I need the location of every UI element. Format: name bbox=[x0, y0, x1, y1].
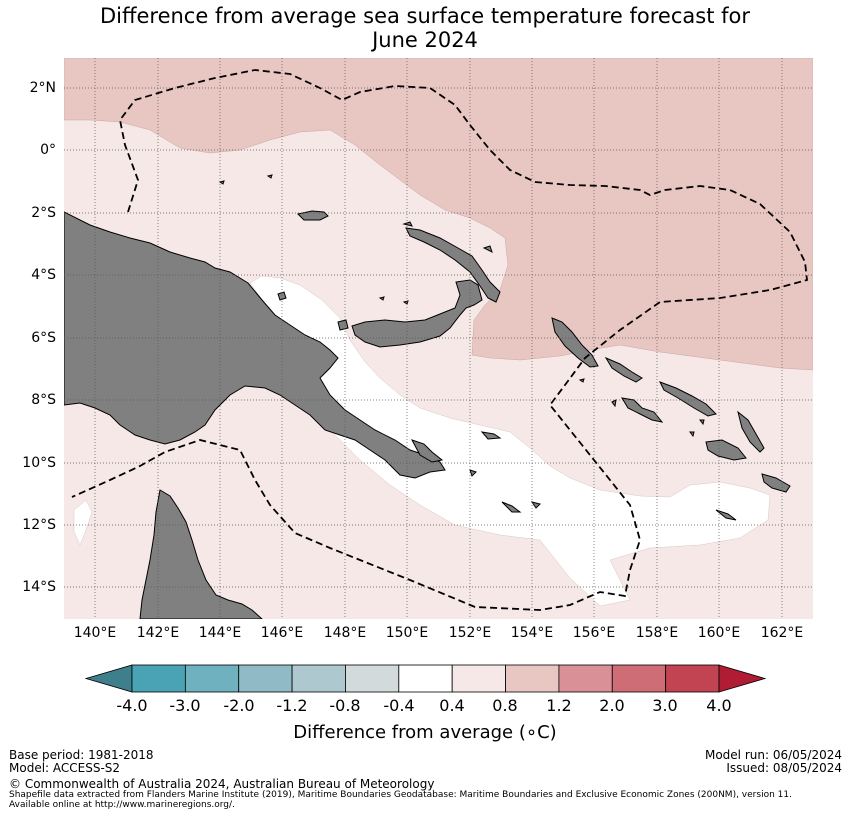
lon-label-162e: 162°E bbox=[760, 625, 804, 641]
cb-tick-5: -0.4 bbox=[383, 696, 415, 715]
cb-tick-6: 0.4 bbox=[439, 696, 465, 715]
lat-label-12s: 12°S bbox=[22, 517, 56, 533]
makira-land bbox=[761, 473, 791, 493]
lon-label-148e: 148°E bbox=[323, 625, 367, 641]
lon-label-140e: 140°E bbox=[73, 625, 117, 641]
lat-label-14s: 14°S bbox=[22, 579, 56, 595]
anomaly-patch-neutral bbox=[73, 499, 93, 546]
cb-tick-11: 4.0 bbox=[706, 696, 732, 715]
lon-label-158e: 158°E bbox=[635, 625, 679, 641]
colorbar-label: Difference from average (∘C) bbox=[293, 722, 557, 743]
cape-york-land bbox=[139, 489, 263, 619]
lat-label-8s: 8°S bbox=[31, 392, 56, 408]
model-text: Model: ACCESS-S2 bbox=[9, 761, 121, 775]
lon-label-160e: 160°E bbox=[697, 625, 741, 641]
cb-tick-7: 0.8 bbox=[492, 696, 518, 715]
title-line-1: Difference from average sea surface temp… bbox=[100, 4, 750, 28]
new-georgia-land bbox=[621, 397, 664, 423]
base-period-text: Base period: 1981-2018 bbox=[9, 748, 154, 762]
lat-label-6s: 6°S bbox=[31, 330, 56, 346]
rennell-land bbox=[715, 509, 737, 521]
small-islets-land bbox=[218, 174, 705, 438]
lat-label-2n: 2°N bbox=[29, 80, 56, 96]
lon-label-150e: 150°E bbox=[385, 625, 429, 641]
cb-tick-10: 3.0 bbox=[652, 696, 678, 715]
malaita-land bbox=[737, 410, 765, 453]
graticule bbox=[64, 58, 813, 619]
anomaly-region-neutral bbox=[249, 275, 771, 607]
santa-isabel-land bbox=[658, 381, 717, 417]
lat-label-10s: 10°S bbox=[22, 455, 56, 471]
eez-boundary bbox=[71, 69, 808, 611]
source-text-1: Shapefile data extracted from Flanders M… bbox=[9, 790, 792, 800]
anomaly-region-0.8-1.2 bbox=[64, 58, 813, 371]
dentrecasteaux-land bbox=[410, 439, 444, 463]
manus-island-land bbox=[296, 210, 329, 221]
cb-tick-1: -3.0 bbox=[169, 696, 201, 715]
cb-tick-8: 1.2 bbox=[546, 696, 572, 715]
model-run-text: Model run: 06/05/2024 bbox=[704, 748, 842, 762]
new-ireland-land bbox=[405, 227, 501, 303]
lon-label-144e: 144°E bbox=[198, 625, 242, 641]
lon-label-142e: 142°E bbox=[136, 625, 180, 641]
issued-text: Issued: 08/05/2024 bbox=[726, 761, 842, 775]
cb-tick-3: -1.2 bbox=[276, 696, 308, 715]
title-line-2: June 2024 bbox=[372, 28, 478, 52]
cb-tick-2: -2.0 bbox=[223, 696, 255, 715]
copyright-text: © Commonwealth of Australia 2024, Austra… bbox=[9, 777, 435, 791]
lon-label-152e: 152°E bbox=[448, 625, 492, 641]
cb-tick-9: 2.0 bbox=[599, 696, 625, 715]
new-guinea-land bbox=[64, 211, 446, 479]
lon-label-154e: 154°E bbox=[510, 625, 554, 641]
cb-tick-0: -4.0 bbox=[116, 696, 148, 715]
lat-label-2s: 2°S bbox=[31, 205, 56, 221]
new-britain-land bbox=[351, 279, 483, 348]
source-text-2: Available online at http://www.marinereg… bbox=[9, 800, 235, 810]
bougainville-land bbox=[551, 317, 599, 368]
cb-tick-4: -0.8 bbox=[329, 696, 361, 715]
guadalcanal-land bbox=[705, 439, 747, 461]
lat-label-0: 0° bbox=[40, 142, 56, 158]
lat-label-4s: 4°S bbox=[31, 267, 56, 283]
louisiade-land bbox=[469, 431, 541, 513]
chart-title: Difference from average sea surface temp… bbox=[0, 4, 850, 52]
lon-label-146e: 146°E bbox=[260, 625, 304, 641]
lon-label-156e: 156°E bbox=[572, 625, 616, 641]
choiseul-land bbox=[604, 356, 643, 383]
